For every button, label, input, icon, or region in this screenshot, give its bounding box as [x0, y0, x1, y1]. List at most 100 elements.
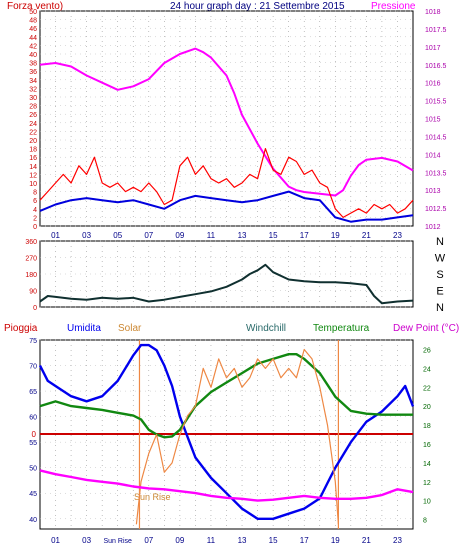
temp-tick-label: 10 — [423, 499, 431, 506]
climate-x-tick-label: 21 — [362, 536, 371, 545]
climate-x-tick-label: 11 — [207, 536, 216, 545]
climate-x-tick-label: 17 — [300, 536, 309, 545]
wind-tick-label: 12 — [29, 172, 37, 179]
climate-x-tick-label: 09 — [175, 536, 184, 545]
rain-zero-label: 0 — [32, 430, 37, 439]
climate-x-tick-label: 01 — [51, 536, 60, 545]
wind-tick-label: 36 — [29, 69, 37, 76]
wind-tick-label: 10 — [29, 181, 37, 188]
pressure-tick-label: 1015 — [425, 117, 441, 124]
legend-dewpoint: Dew Point (°C) — [393, 323, 459, 334]
direction-tick-label: 360 — [25, 239, 37, 246]
pressure-tick-label: 1014.5 — [425, 134, 447, 141]
pressure-tick-label: 1016 — [425, 81, 441, 88]
panel-frame-1 — [39, 10, 414, 227]
pressure-tick-label: 1013.5 — [425, 170, 447, 177]
climate-x-tick-label: 19 — [331, 536, 340, 545]
climate-x-tick-label: 15 — [269, 536, 278, 545]
humidity-tick-label: 55 — [29, 440, 37, 447]
temp-tick-label: 14 — [423, 461, 431, 468]
legend-rain: Pioggia — [4, 323, 38, 334]
humidity-tick-label: 70 — [29, 364, 37, 371]
wind-tick-label: 42 — [29, 43, 37, 50]
wind-tick-label: 32 — [29, 86, 37, 93]
pressure-tick-label: 1017.5 — [425, 27, 447, 34]
wind-tick-label: 48 — [29, 18, 37, 25]
humidity-tick-label: 60 — [29, 415, 37, 422]
pressure-tick-label: 1013 — [425, 188, 441, 195]
pressure-tick-label: 1018 — [425, 9, 441, 16]
wind-tick-label: 24 — [29, 121, 37, 128]
humidity-tick-label: 75 — [29, 338, 37, 345]
direction-tick-label: 270 — [25, 256, 37, 263]
humidity-tick-label: 65 — [29, 389, 37, 396]
temp-tick-label: 18 — [423, 423, 431, 430]
wind-tick-label: 16 — [29, 155, 37, 162]
legend-humidity: Umidita — [67, 323, 101, 334]
legend-temperature: Temperatura — [313, 323, 370, 334]
wind-tick-label: 20 — [29, 138, 37, 145]
temp-tick-label: 16 — [423, 442, 431, 449]
wind-tick-label: 34 — [29, 78, 37, 85]
legend-windchill: Windchill — [246, 323, 286, 334]
temp-tick-label: 22 — [423, 385, 431, 392]
series-solar — [135, 348, 339, 525]
temp-tick-label: 26 — [423, 347, 431, 354]
wind-x-tick-label: 03 — [82, 231, 91, 240]
wind-x-tick-label: 23 — [393, 231, 402, 240]
humidity-tick-label: 45 — [29, 491, 37, 498]
climate-x-tick-label: Sun Rise — [104, 538, 133, 545]
wind-tick-label: 40 — [29, 52, 37, 59]
wind-x-tick-label: 17 — [300, 231, 309, 240]
wind-x-tick-label: 15 — [269, 231, 278, 240]
pressure-tick-label: 1016.5 — [425, 63, 447, 70]
climate-x-tick-label: 23 — [393, 536, 402, 545]
direction-tick-label: 180 — [25, 272, 37, 279]
header-title: 24 hour graph day : 21 Settembre 2015 — [170, 1, 345, 12]
pressure-tick-label: 1014 — [425, 152, 441, 159]
wind-x-tick-label: 19 — [331, 231, 340, 240]
header-left-label: Forza vento) — [7, 1, 63, 12]
wind-tick-label: 22 — [29, 129, 37, 136]
wind-x-tick-label: 05 — [113, 231, 122, 240]
legend-solar: Solar — [118, 323, 142, 334]
wind-tick-label: 2 — [33, 215, 37, 222]
wind-tick-label: 46 — [29, 26, 37, 33]
compass-label: N — [436, 302, 444, 314]
wind-tick-label: 6 — [33, 198, 37, 205]
series-temperature — [39, 353, 413, 439]
wind-tick-label: 18 — [29, 147, 37, 154]
climate-x-tick-label: 13 — [238, 536, 247, 545]
pressure-tick-label: 1012.5 — [425, 206, 447, 213]
series-humidity — [38, 343, 415, 520]
wind-tick-label: 28 — [29, 104, 37, 111]
pressure-tick-label: 1012 — [425, 224, 441, 231]
series-dewpoint — [39, 469, 414, 502]
wind-x-tick-label: 01 — [51, 231, 60, 240]
compass-label: S — [436, 269, 443, 281]
wind-x-tick-label: 07 — [144, 231, 153, 240]
wind-tick-label: 8 — [33, 190, 37, 197]
direction-tick-label: 90 — [29, 289, 37, 296]
wind-tick-label: 30 — [29, 95, 37, 102]
pressure-tick-label: 1017 — [425, 45, 441, 52]
wind-x-tick-label: 21 — [362, 231, 371, 240]
temp-tick-label: 20 — [423, 404, 431, 411]
compass-label: E — [436, 286, 443, 298]
wind-x-tick-label: 13 — [238, 231, 247, 240]
temp-tick-label: 8 — [423, 518, 427, 525]
humidity-tick-label: 40 — [29, 517, 37, 524]
wind-tick-label: 50 — [29, 9, 37, 16]
wind-tick-label: 44 — [29, 35, 37, 42]
wind-x-tick-label: 09 — [175, 231, 184, 240]
direction-tick-label: 0 — [33, 305, 37, 312]
climate-x-tick-label: 03 — [82, 536, 91, 545]
header-right-label: Pressione — [371, 1, 416, 12]
series-pressure — [39, 47, 414, 197]
wind-x-tick-label: 11 — [207, 231, 216, 240]
series-direction — [39, 263, 414, 305]
wind-tick-label: 26 — [29, 112, 37, 119]
wind-tick-label: 4 — [33, 207, 37, 214]
